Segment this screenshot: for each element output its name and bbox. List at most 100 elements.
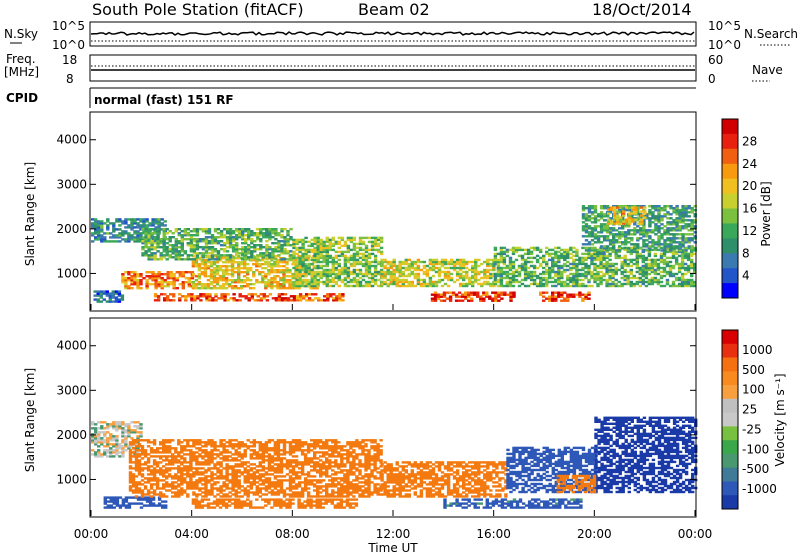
power-cell (127, 218, 130, 220)
power-cell (161, 222, 164, 224)
velocity-cell (201, 483, 204, 485)
velocity-cell (210, 451, 213, 453)
velocity-cell (112, 451, 115, 453)
power-cell (684, 211, 687, 213)
power-cell (374, 249, 377, 251)
power-cell (223, 228, 226, 230)
power-cell (219, 275, 222, 277)
power-cell (560, 265, 563, 267)
power-cell (429, 259, 432, 261)
power-cell (444, 271, 447, 273)
power-cell (285, 267, 288, 269)
nsearch-tick-top: 10^5 (708, 19, 741, 33)
velocity-cell (171, 475, 174, 477)
power-cell (684, 237, 687, 239)
power-cell (639, 227, 642, 229)
power-cell (587, 298, 590, 300)
velocity-cell (235, 451, 238, 453)
power-cell (423, 265, 426, 267)
power-cell (307, 241, 310, 243)
velocity-cell (134, 502, 137, 504)
power-cell (103, 222, 106, 224)
power-cell (223, 254, 226, 256)
power-cell (258, 281, 261, 283)
velocity-cell (141, 479, 144, 481)
velocity-cell (113, 496, 116, 498)
velocity-cell (216, 461, 219, 463)
power-cell (480, 263, 483, 265)
power-cell (669, 213, 672, 215)
power-cell (625, 218, 628, 220)
velocity-cell (153, 459, 156, 461)
power-cell (169, 299, 172, 301)
velocity-cell (180, 451, 183, 453)
power-cell (610, 206, 613, 208)
velocity-cell (150, 495, 153, 497)
power-cell (669, 261, 672, 263)
power-cell (356, 273, 359, 275)
power-cell (166, 242, 169, 244)
power-cell (645, 281, 648, 283)
power-cell (432, 259, 435, 261)
power-cell (185, 277, 188, 279)
velocity-cell (225, 445, 228, 447)
power-cell (654, 261, 657, 263)
power-cell (554, 251, 557, 253)
power-cell (585, 207, 588, 209)
velocity-cell (103, 427, 106, 429)
power-cell (359, 269, 362, 271)
velocity-cell (133, 421, 136, 423)
power-cell (280, 234, 283, 236)
power-cell (654, 247, 657, 249)
power-cell (426, 265, 429, 267)
power-cell (524, 285, 527, 287)
power-cell (666, 243, 669, 245)
velocity-cell (94, 427, 97, 429)
velocity-cell (201, 477, 204, 479)
power-cell (286, 250, 289, 252)
power-cell (273, 275, 276, 277)
velocity-cell (141, 483, 144, 485)
power-cell (687, 265, 690, 267)
power-cell (527, 249, 530, 251)
power-cell (640, 210, 643, 212)
power-cell (341, 237, 344, 239)
power-cell (610, 220, 613, 222)
power-cell (637, 216, 640, 218)
power-cell (173, 273, 176, 275)
power-cell (560, 249, 563, 251)
power-cell (483, 281, 486, 283)
power-cell (271, 236, 274, 238)
power-cell (130, 275, 133, 277)
power-cell (575, 263, 578, 265)
power-cell (616, 210, 619, 212)
power-cell (584, 263, 587, 265)
velocity-cell (192, 491, 195, 493)
power-cell (606, 205, 609, 207)
velocity-cell (118, 421, 121, 423)
power-cell (190, 250, 193, 252)
power-cell (175, 228, 178, 230)
power-cell (338, 259, 341, 261)
power-cell (578, 283, 581, 285)
velocity-cell (210, 467, 213, 469)
power-cell (654, 269, 657, 271)
velocity-cell (186, 487, 189, 489)
power-cell (249, 287, 252, 289)
power-cell (112, 290, 115, 292)
power-cell (244, 246, 247, 248)
velocity-cell (189, 449, 192, 451)
power-cell (597, 235, 600, 237)
power-cell (232, 244, 235, 246)
power-cell (195, 279, 198, 281)
power-cell (196, 228, 199, 230)
power-cell (554, 261, 557, 263)
velocity-heatmap-cells (91, 417, 697, 509)
power-cell (301, 253, 304, 255)
power-cell (91, 232, 94, 234)
power-cell (393, 269, 396, 271)
power-cell (648, 279, 651, 281)
power-cell (587, 279, 590, 281)
power-cell (654, 233, 657, 235)
power-cell (320, 261, 323, 263)
